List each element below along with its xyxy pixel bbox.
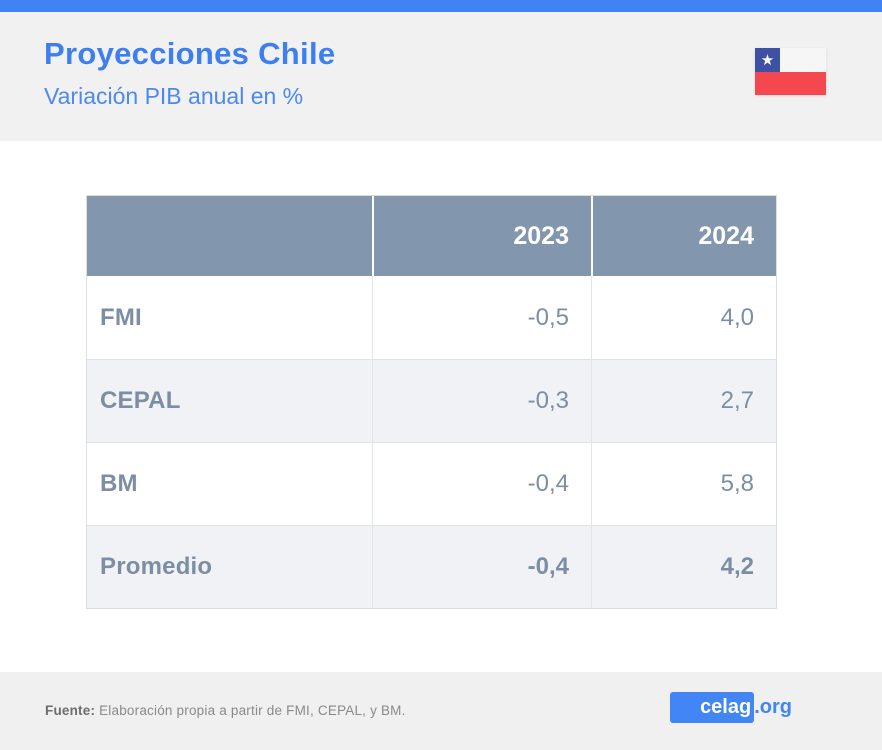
row-label-cepal: CEPAL [100,387,181,414]
header-cell-2023: 2023 [372,196,591,276]
chile-flag-red-field [755,72,826,95]
source-note: Fuente: Elaboración propia a partir de F… [45,703,406,718]
header-cell-2024: 2024 [591,196,776,276]
top-accent-bar [0,0,882,12]
celag-logo[interactable]: celag .org [670,692,792,723]
celag-logo-suffix: .org [754,696,792,718]
header: Proyecciones Chile Variación PIB anual e… [0,12,882,141]
page-title: Proyecciones Chile [44,36,336,71]
fmi-2024-value: 4,0 [591,276,776,359]
page-subtitle: Variación PIB anual en % [44,83,304,109]
chile-flag-icon: ★ [755,48,826,95]
row-label-bm: BM [100,470,138,497]
bm-2023-value: -0,4 [372,443,591,525]
cepal-2023-value: -0,3 [372,360,591,442]
row-label-fmi: FMI [100,303,142,331]
table-row: BM -0,4 5,8 [87,442,776,525]
chile-flag-white-field [780,48,826,72]
chile-flag-canton: ★ [755,48,780,72]
source-text: Elaboración propia a partir de FMI, CEPA… [95,703,406,718]
promedio-2023-value: -0,4 [372,526,591,608]
celag-logo-box: celag [670,692,755,723]
header-cell-empty [87,196,372,276]
cepal-2024-value: 2,7 [591,360,776,442]
table-header-row: 2023 2024 [87,196,776,276]
bm-2024-value: 5,8 [591,443,776,525]
chile-flag-top: ★ [755,48,826,72]
row-label-promedio: Promedio [100,553,213,580]
star-icon: ★ [760,51,775,69]
footer: Fuente: Elaboración propia a partir de F… [0,672,882,750]
fmi-2023-value: -0,5 [372,276,591,359]
table-row: CEPAL -0,3 2,7 [87,359,776,442]
celag-logo-main: celag [700,696,752,718]
table-row: FMI -0,5 4,0 [87,276,776,359]
source-label: Fuente: [45,703,96,718]
projections-table: 2023 2024 FMI -0,5 4,0 CEPAL -0,3 2,7 BM… [86,195,777,609]
table-row-promedio: Promedio -0,4 4,2 [87,525,776,608]
promedio-2024-value: 4,2 [591,526,776,608]
